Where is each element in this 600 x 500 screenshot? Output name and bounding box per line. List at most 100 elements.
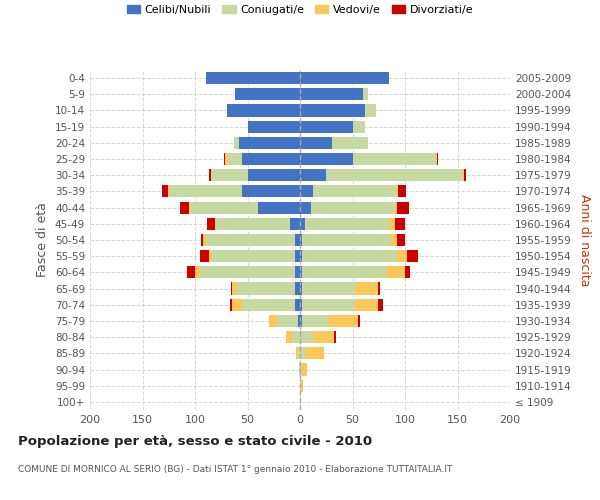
Bar xyxy=(313,331,334,343)
Bar xyxy=(326,169,463,181)
Bar xyxy=(464,169,466,181)
Bar xyxy=(397,202,409,213)
Legend: Celibi/Nubili, Coniugati/e, Vedovi/e, Divorziati/e: Celibi/Nubili, Coniugati/e, Vedovi/e, Di… xyxy=(122,0,478,20)
Bar xyxy=(232,298,242,311)
Text: COMUNE DI MORNICO AL SERIO (BG) - Dati ISTAT 1° gennaio 2010 - Elaborazione TUTT: COMUNE DI MORNICO AL SERIO (BG) - Dati I… xyxy=(18,465,452,474)
Bar xyxy=(300,364,302,376)
Bar xyxy=(231,282,232,294)
Bar xyxy=(302,298,355,311)
Bar xyxy=(305,218,389,230)
Bar xyxy=(300,315,302,327)
Bar xyxy=(216,218,290,230)
Bar xyxy=(391,234,397,246)
Bar xyxy=(397,234,405,246)
Bar xyxy=(302,315,328,327)
Bar xyxy=(234,137,239,149)
Bar xyxy=(227,153,242,165)
Bar xyxy=(300,202,311,213)
Bar xyxy=(258,202,300,213)
Bar xyxy=(398,186,406,198)
Bar xyxy=(301,380,303,392)
Bar xyxy=(269,315,277,327)
Bar xyxy=(295,282,300,294)
Bar xyxy=(300,104,365,117)
Bar xyxy=(463,169,464,181)
Bar xyxy=(235,88,300,101)
Bar xyxy=(200,266,295,278)
Bar xyxy=(334,331,336,343)
Bar xyxy=(300,266,302,278)
Bar xyxy=(299,364,300,376)
Bar xyxy=(302,250,397,262)
Bar xyxy=(206,218,215,230)
Bar xyxy=(300,282,302,294)
Bar xyxy=(169,186,242,198)
Bar xyxy=(302,266,386,278)
Bar xyxy=(292,331,300,343)
Bar xyxy=(187,266,195,278)
Bar xyxy=(242,298,295,311)
Bar xyxy=(389,218,395,230)
Bar xyxy=(305,348,324,360)
Bar xyxy=(163,186,168,198)
Bar xyxy=(224,153,226,165)
Bar xyxy=(295,250,300,262)
Bar xyxy=(332,137,368,149)
Bar xyxy=(300,331,313,343)
Bar xyxy=(300,348,305,360)
Bar xyxy=(190,202,258,213)
Bar xyxy=(358,315,360,327)
Bar xyxy=(211,250,295,262)
Bar xyxy=(395,218,405,230)
Bar xyxy=(378,282,380,294)
Bar xyxy=(313,186,397,198)
Bar xyxy=(395,202,397,213)
Bar xyxy=(302,282,355,294)
Bar xyxy=(311,202,395,213)
Bar xyxy=(328,315,358,327)
Bar xyxy=(248,169,300,181)
Y-axis label: Fasce di età: Fasce di età xyxy=(37,202,49,278)
Bar xyxy=(300,218,305,230)
Bar xyxy=(200,250,209,262)
Bar xyxy=(189,202,190,213)
Bar xyxy=(242,153,300,165)
Bar xyxy=(209,169,211,181)
Bar xyxy=(239,137,300,149)
Bar xyxy=(206,234,295,246)
Y-axis label: Anni di nascita: Anni di nascita xyxy=(578,194,591,286)
Bar xyxy=(405,266,410,278)
Bar xyxy=(295,234,300,246)
Bar xyxy=(397,250,407,262)
Bar xyxy=(300,120,353,132)
Bar xyxy=(168,186,169,198)
Bar xyxy=(300,137,332,149)
Text: Popolazione per età, sesso e stato civile - 2010: Popolazione per età, sesso e stato civil… xyxy=(18,435,372,448)
Bar xyxy=(298,315,300,327)
Bar xyxy=(300,72,389,84)
Bar xyxy=(295,298,300,311)
Bar xyxy=(232,282,237,294)
Bar xyxy=(363,88,368,101)
Bar xyxy=(230,298,232,311)
Bar xyxy=(296,348,298,360)
Bar xyxy=(227,104,300,117)
Bar xyxy=(386,266,405,278)
Bar xyxy=(181,202,189,213)
Bar xyxy=(298,348,300,360)
Bar xyxy=(300,234,302,246)
Bar xyxy=(195,266,200,278)
Bar xyxy=(237,282,295,294)
Bar xyxy=(365,104,376,117)
Bar xyxy=(300,380,301,392)
Bar xyxy=(300,250,302,262)
Bar xyxy=(397,186,398,198)
Bar xyxy=(407,250,418,262)
Bar xyxy=(378,298,383,311)
Bar xyxy=(355,282,378,294)
Bar xyxy=(300,169,326,181)
Bar xyxy=(248,120,300,132)
Bar xyxy=(300,186,313,198)
Bar xyxy=(242,186,300,198)
Bar xyxy=(300,153,353,165)
